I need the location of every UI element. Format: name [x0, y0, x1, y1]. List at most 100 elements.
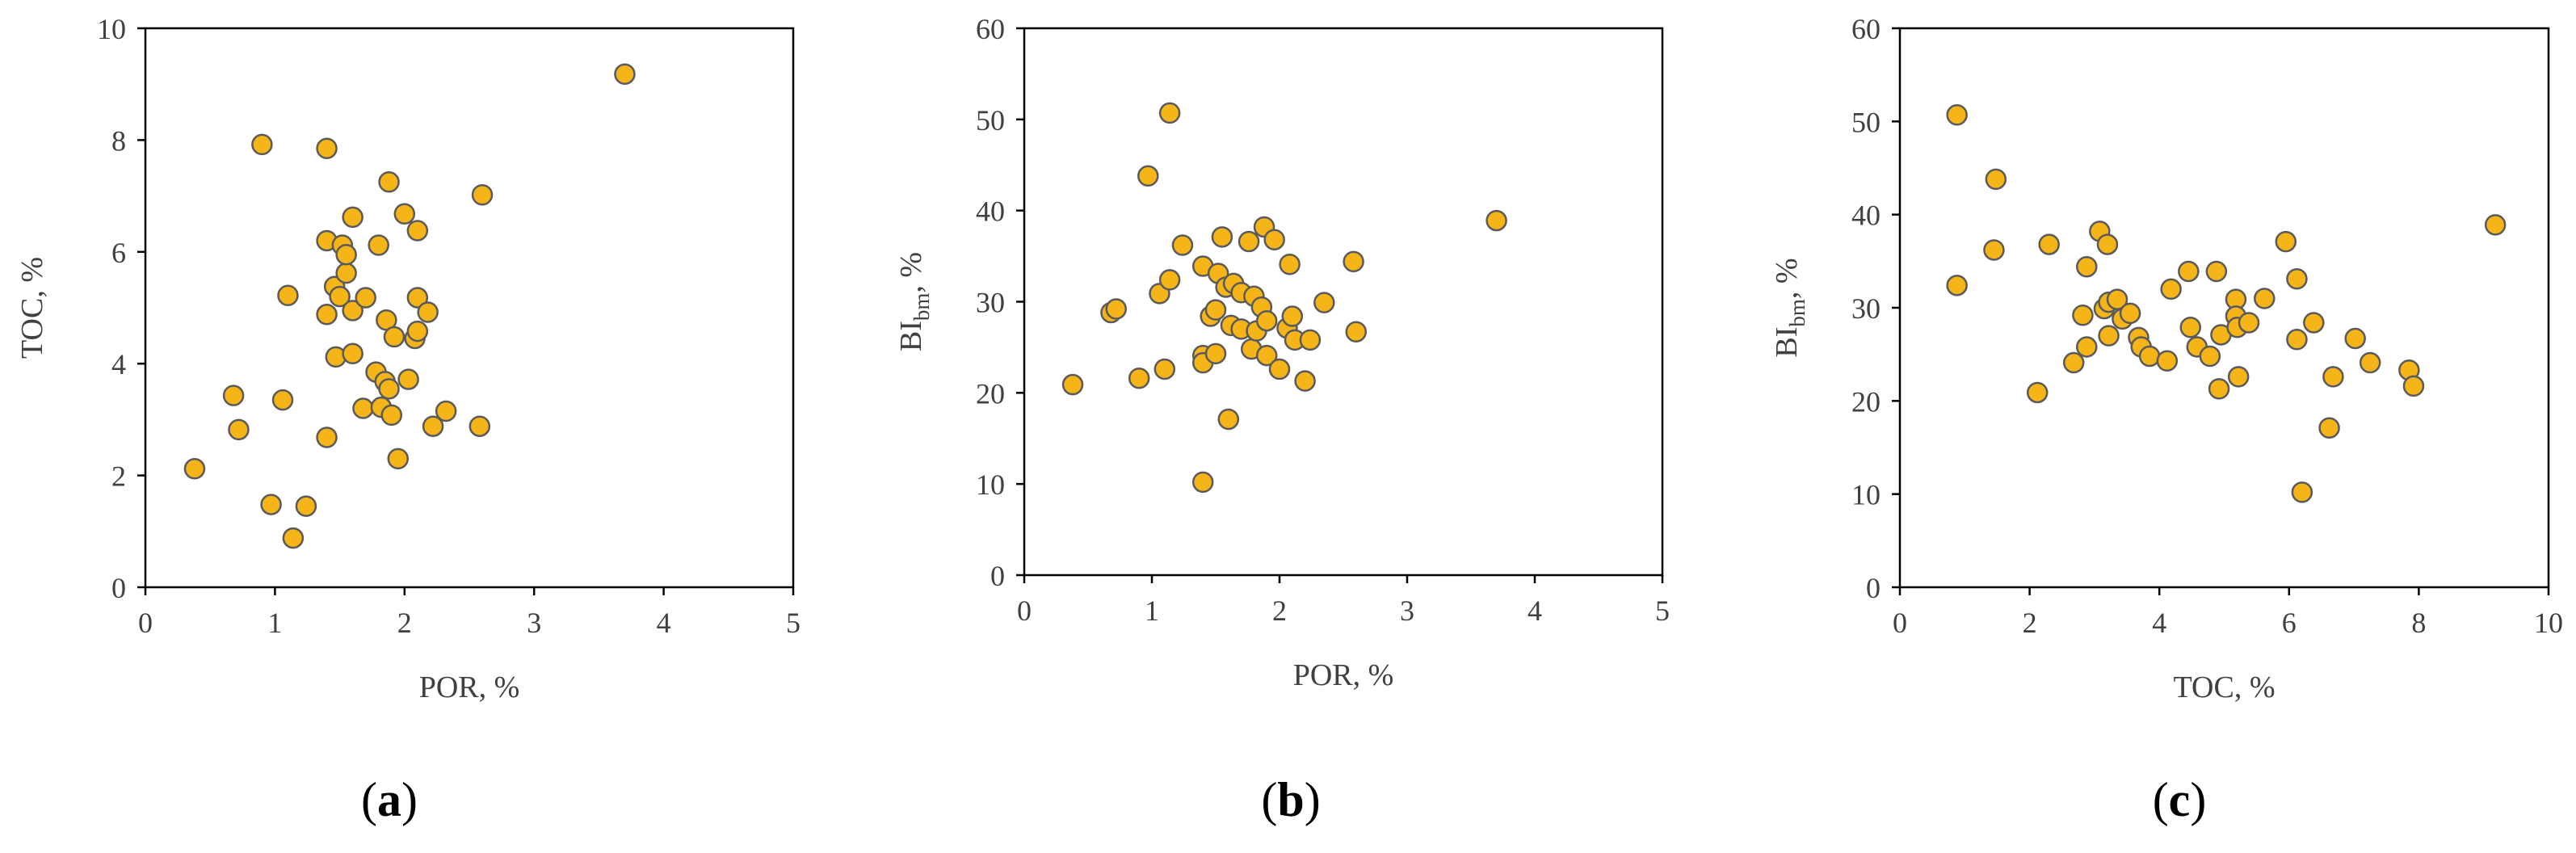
y-tick-label: 20 [976, 377, 1005, 410]
panel-a: 0 1 2 3 4 5 0 2 4 6 8 10 POR, % TOC, % (a) [15, 13, 801, 826]
y-tick-label: 20 [1851, 385, 1881, 418]
y-tick-label: 40 [1851, 200, 1881, 232]
data-point [1255, 309, 1278, 332]
data-point [1211, 226, 1233, 248]
data-point [1061, 373, 1084, 396]
data-point [368, 234, 389, 256]
data-point [2286, 267, 2308, 290]
y-axis-title: BIbm, % [894, 252, 934, 351]
data-point [1217, 408, 1240, 431]
y-tick-label: 0 [111, 572, 126, 604]
data-point [406, 287, 429, 309]
data-point [329, 285, 351, 308]
data-point [1345, 321, 1368, 342]
data-point [222, 384, 245, 406]
data-point [406, 320, 429, 342]
x-tick-label: 5 [1655, 595, 1670, 627]
data-point [2238, 312, 2260, 334]
data-point [282, 527, 305, 549]
data-point [2208, 378, 2230, 400]
y-tick-label: 60 [976, 13, 1005, 45]
panel-caption: (b) [1261, 773, 1320, 826]
y-axis-title: BIbm, % [1770, 258, 1809, 357]
x-tick-label: 8 [2411, 607, 2426, 639]
data-point [183, 458, 206, 480]
data-point [1204, 342, 1227, 365]
data-point [277, 284, 299, 307]
data-point [2156, 350, 2179, 372]
data-point [378, 378, 400, 400]
data-point [614, 63, 636, 85]
data-point [295, 495, 317, 517]
data-point [1946, 275, 1968, 296]
data-point [355, 287, 376, 309]
y-tick-label: 60 [1851, 13, 1881, 45]
y-tick-label: 30 [1851, 292, 1881, 325]
data-point [352, 397, 374, 419]
data-point [1268, 358, 1291, 380]
data-point [383, 326, 406, 348]
data-point [2076, 256, 2098, 278]
data-point [2303, 312, 2325, 334]
y-axis-title-main: BI [894, 321, 928, 351]
panel-c: 0 2 4 6 8 10 0 10 20 30 40 50 60 TOC, % BIbm, % (c) [1770, 13, 2563, 826]
data-point [316, 426, 338, 448]
data-point [1343, 250, 1364, 273]
y-tick-label: 30 [976, 287, 1005, 319]
data-point [1281, 305, 1304, 327]
y-tick-label: 2 [111, 460, 126, 493]
data-point [251, 133, 273, 156]
data-point [1154, 358, 1176, 380]
data-point [1294, 370, 1316, 392]
data-point [1299, 329, 1322, 351]
y-axis-title-subscript: bm [910, 293, 934, 321]
data-point [1137, 165, 1159, 187]
panel-caption: (a) [361, 773, 418, 826]
data-point [2227, 366, 2250, 388]
data-point [406, 220, 429, 242]
data-point [342, 300, 363, 321]
data-point [1486, 209, 1507, 232]
data-point [1985, 168, 2007, 191]
data-point [2286, 328, 2308, 351]
data-point [422, 415, 444, 437]
x-tick-label: 2 [1272, 595, 1287, 627]
data-point [2291, 481, 2313, 503]
y-tick-label: 6 [111, 237, 126, 269]
data-point [2344, 327, 2366, 350]
data-point [2178, 260, 2200, 283]
data-point [2160, 278, 2182, 300]
x-tick-label: 10 [2534, 607, 2563, 639]
y-tick-label: 4 [111, 348, 126, 380]
data-point [271, 389, 294, 411]
data-point [397, 368, 419, 390]
x-tick-label: 1 [1145, 595, 1159, 627]
data-point [2402, 375, 2425, 397]
data-point [1279, 253, 1301, 275]
data-point [2318, 417, 2340, 439]
x-tick-label: 2 [397, 607, 412, 639]
data-point [387, 448, 410, 470]
data-point [342, 342, 363, 364]
data-point [393, 203, 416, 225]
data-point [2106, 288, 2128, 310]
data-point [471, 183, 494, 206]
data-point [1191, 471, 1214, 494]
y-tick-label: 10 [976, 469, 1005, 501]
y-axis-title-suffix: , % [1770, 258, 1804, 299]
data-point [316, 137, 338, 160]
y-tick-label: 8 [111, 124, 126, 157]
data-point [2119, 302, 2141, 325]
data-point [228, 418, 250, 441]
data-point [2199, 345, 2221, 368]
data-point [1204, 299, 1227, 321]
y-tick-label: 50 [976, 104, 1005, 137]
data-point [378, 171, 400, 193]
data-point [316, 304, 338, 326]
data-point [2062, 351, 2085, 374]
data-point [260, 494, 282, 515]
y-tick-label: 0 [990, 560, 1005, 592]
plot-frame [1898, 27, 2550, 589]
